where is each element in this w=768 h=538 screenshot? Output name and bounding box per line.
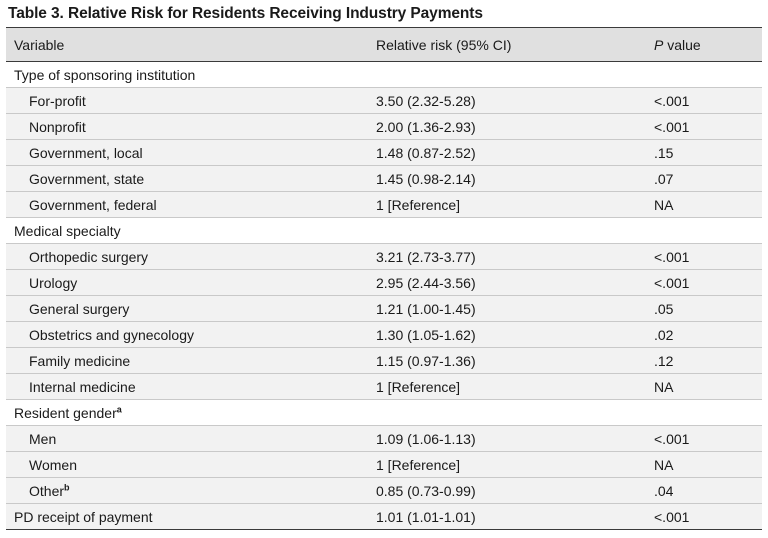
variable-text: Nonprofit <box>29 118 86 135</box>
variable-cell: PD receipt of payment <box>6 503 372 530</box>
relative-risk-cell: 1.21 (1.00-1.45) <box>372 295 654 322</box>
variable-cell: Government, federal <box>6 191 372 218</box>
variable-cell: Family medicine <box>6 347 372 374</box>
table-row-final: PD receipt of payment 1.01 (1.01-1.01) <… <box>6 503 762 530</box>
header-variable: Variable <box>6 27 372 62</box>
relative-risk-cell: 2.95 (2.44-3.56) <box>372 269 654 296</box>
variable-text: Other <box>29 482 65 499</box>
table-caption: Table 3. Relative Risk for Residents Rec… <box>8 5 483 22</box>
variable-cell: For-profit <box>6 87 372 114</box>
variable-cell: Men <box>6 425 372 452</box>
variable-text: Orthopedic surgery <box>29 248 149 265</box>
p-value-cell: <.001 <box>654 87 762 114</box>
variable-cell: Urology <box>6 269 372 296</box>
section-label-text: Type of sponsoring institution <box>14 66 196 83</box>
table-row: Nonprofit 2.00 (1.36-2.93) <.001 <box>6 113 762 140</box>
table-row: For-profit 3.50 (2.32-5.28) <.001 <box>6 87 762 114</box>
relative-risk-cell: 1 [Reference] <box>372 191 654 218</box>
section-label-text: Resident gender <box>14 404 117 421</box>
table-header-row: Variable Relative risk (95% CI) P value <box>6 27 762 62</box>
relative-risk-cell: 2.00 (1.36-2.93) <box>372 113 654 140</box>
variable-text: For-profit <box>29 92 86 109</box>
variable-text: Government, local <box>29 144 143 161</box>
table-row: Men 1.09 (1.06-1.13) <.001 <box>6 425 762 452</box>
relative-risk-cell: 1.09 (1.06-1.13) <box>372 425 654 452</box>
variable-text: Obstetrics and gynecology <box>29 326 194 343</box>
p-value-cell: NA <box>654 451 762 478</box>
table-row: Internal medicine 1 [Reference] NA <box>6 373 762 400</box>
table-row: Urology 2.95 (2.44-3.56) <.001 <box>6 269 762 296</box>
table-row: Orthopedic surgery 3.21 (2.73-3.77) <.00… <box>6 243 762 270</box>
p-value-cell: <.001 <box>654 113 762 140</box>
p-value-cell: .04 <box>654 477 762 504</box>
section-label: Medical specialty <box>6 217 762 244</box>
variable-cell: General surgery <box>6 295 372 322</box>
relative-risk-cell: 0.85 (0.73-0.99) <box>372 477 654 504</box>
results-table-container: Table 3. Relative Risk for Residents Rec… <box>6 0 762 530</box>
variable-text: Government, federal <box>29 196 157 213</box>
p-value-cell: .07 <box>654 165 762 192</box>
section-footnote-marker: a <box>116 403 122 414</box>
table-row: Obstetrics and gynecology 1.30 (1.05-1.6… <box>6 321 762 348</box>
p-value-cell: NA <box>654 373 762 400</box>
variable-text: Internal medicine <box>29 378 136 395</box>
relative-risk-cell: 1 [Reference] <box>372 373 654 400</box>
section-row: Medical specialty <box>6 217 762 244</box>
relative-risk-cell: 1.45 (0.98-2.14) <box>372 165 654 192</box>
p-value-cell: NA <box>654 191 762 218</box>
variable-cell: Obstetrics and gynecology <box>6 321 372 348</box>
table-row: General surgery 1.21 (1.00-1.45) .05 <box>6 295 762 322</box>
relative-risk-cell: 1.30 (1.05-1.62) <box>372 321 654 348</box>
variable-text: Women <box>29 456 77 473</box>
variable-cell: Orthopedic surgery <box>6 243 372 270</box>
relative-risk-cell: 3.21 (2.73-3.77) <box>372 243 654 270</box>
p-value-cell: <.001 <box>654 503 762 530</box>
variable-cell: Internal medicine <box>6 373 372 400</box>
variable-cell: Government, local <box>6 139 372 166</box>
p-value-cell: <.001 <box>654 243 762 270</box>
p-value-cell: .15 <box>654 139 762 166</box>
header-p-value-italic: P <box>654 36 664 53</box>
variable-cell: Otherb <box>6 477 372 504</box>
section-label: Type of sponsoring institution <box>6 61 762 88</box>
table-row: Family medicine 1.15 (0.97-1.36) .12 <box>6 347 762 374</box>
table-body: Type of sponsoring institution For-profi… <box>6 61 762 530</box>
table-row: Otherb 0.85 (0.73-0.99) .04 <box>6 477 762 504</box>
p-value-cell: .12 <box>654 347 762 374</box>
header-p-value-rest: value <box>663 36 701 53</box>
variable-text: Men <box>29 430 57 447</box>
p-value-cell: <.001 <box>654 425 762 452</box>
relative-risk-cell: 3.50 (2.32-5.28) <box>372 87 654 114</box>
relative-risk-cell: 1.01 (1.01-1.01) <box>372 503 654 530</box>
p-value-cell: <.001 <box>654 269 762 296</box>
variable-text: Family medicine <box>29 352 131 369</box>
table-row: Government, state 1.45 (0.98-2.14) .07 <box>6 165 762 192</box>
relative-risk-cell: 1.15 (0.97-1.36) <box>372 347 654 374</box>
table-row: Women 1 [Reference] NA <box>6 451 762 478</box>
variable-text: Government, state <box>29 170 145 187</box>
variable-cell: Women <box>6 451 372 478</box>
section-label: Resident gendera <box>6 399 762 426</box>
footnote-marker: b <box>64 481 70 492</box>
p-value-cell: .02 <box>654 321 762 348</box>
section-label-text: Medical specialty <box>14 222 121 239</box>
section-row: Resident gendera <box>6 399 762 426</box>
variable-text: General surgery <box>29 300 130 317</box>
header-p-value: P value <box>654 27 762 62</box>
variable-text: Urology <box>29 274 78 291</box>
table-row: Government, local 1.48 (0.87-2.52) .15 <box>6 139 762 166</box>
relative-risk-cell: 1 [Reference] <box>372 451 654 478</box>
relative-risk-cell: 1.48 (0.87-2.52) <box>372 139 654 166</box>
table-row: Government, federal 1 [Reference] NA <box>6 191 762 218</box>
header-relative-risk: Relative risk (95% CI) <box>372 27 654 62</box>
section-row: Type of sponsoring institution <box>6 61 762 88</box>
p-value-cell: .05 <box>654 295 762 322</box>
variable-cell: Nonprofit <box>6 113 372 140</box>
relative-risk-table: Variable Relative risk (95% CI) P value … <box>6 27 762 530</box>
variable-cell: Government, state <box>6 165 372 192</box>
